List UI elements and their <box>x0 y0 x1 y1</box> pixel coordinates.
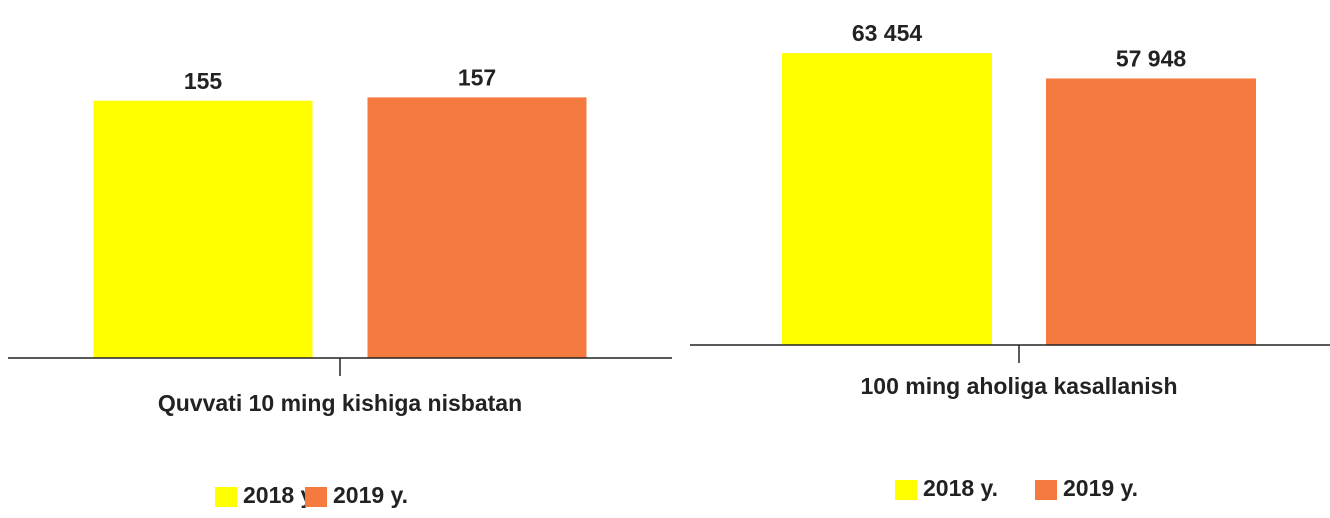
legend-label: 2018 y. <box>923 475 998 501</box>
value-label: 157 <box>458 64 496 90</box>
category-label: 100 ming aholiga kasallanish <box>860 373 1177 399</box>
legend-swatch <box>305 487 327 507</box>
bar <box>367 97 587 358</box>
legend-swatch <box>1035 480 1057 500</box>
bar <box>1046 78 1256 345</box>
legend-swatch <box>895 480 917 500</box>
category-label: Quvvati 10 ming kishiga nisbatan <box>158 390 522 416</box>
value-label: 57 948 <box>1116 46 1187 72</box>
legend-label: 2019 y. <box>1063 475 1138 501</box>
value-label: 155 <box>184 68 223 94</box>
legend-label: 2019 y. <box>333 482 408 508</box>
bar <box>782 53 992 345</box>
value-label: 63 454 <box>852 20 923 46</box>
legend-swatch <box>215 487 237 507</box>
bar <box>93 100 313 358</box>
